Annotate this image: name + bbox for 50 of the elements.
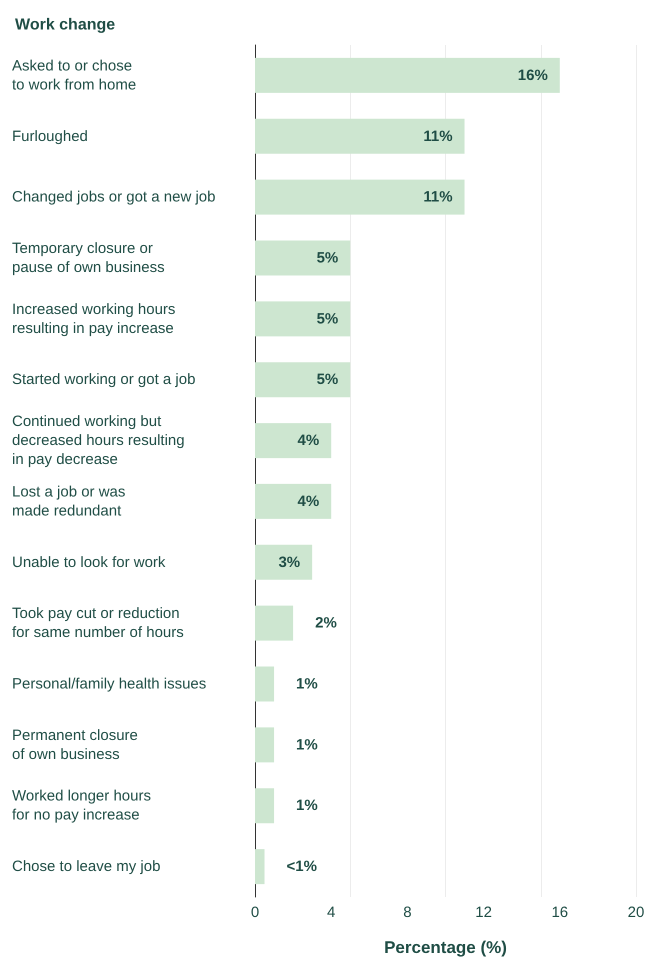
y-tick-label: Lost a job or was made redundant bbox=[12, 483, 126, 520]
y-tick-label: Temporary closure or pause of own business bbox=[12, 240, 165, 276]
data-label: 5% bbox=[316, 310, 338, 328]
x-tick-label: 8 bbox=[403, 904, 412, 921]
data-label: 5% bbox=[316, 250, 338, 266]
y-tick-label: Changed jobs or got a new job bbox=[12, 188, 216, 206]
x-tick-label: 16 bbox=[551, 904, 568, 921]
x-axis-title: Percentage (%) bbox=[384, 938, 507, 957]
x-tick-label: 12 bbox=[475, 904, 492, 921]
data-label: 1% bbox=[296, 797, 318, 814]
bar bbox=[255, 666, 274, 702]
bar bbox=[255, 849, 265, 884]
y-tick-label: Took pay cut or reduction for same number of hours bbox=[12, 605, 184, 642]
y-tick-label: Started working or got a job bbox=[12, 371, 196, 388]
data-label: 11% bbox=[423, 128, 453, 145]
data-label: 1% bbox=[296, 676, 318, 692]
bar bbox=[255, 423, 332, 458]
bar bbox=[255, 180, 465, 215]
data-label: 4% bbox=[298, 492, 320, 510]
bar bbox=[255, 362, 350, 398]
data-label: 11% bbox=[423, 188, 453, 206]
bar bbox=[255, 484, 332, 519]
bar bbox=[255, 240, 350, 276]
y-tick-label: Personal/family health issues bbox=[12, 676, 206, 692]
y-tick-label: Chose to leave my job bbox=[12, 858, 160, 876]
bar bbox=[255, 58, 560, 93]
data-label: <1% bbox=[286, 858, 317, 876]
text: Work change bbox=[15, 16, 116, 34]
x-tick-label: 4 bbox=[327, 904, 336, 921]
bar bbox=[255, 788, 274, 824]
data-label: 5% bbox=[316, 371, 338, 388]
y-tick-label: Furloughed bbox=[12, 128, 88, 145]
data-label: 16% bbox=[518, 66, 548, 84]
y-tick-label: Unable to look for work bbox=[12, 554, 166, 571]
y-tick-label: Increased working hours resulting in pay increase bbox=[12, 300, 176, 337]
data-label: 1% bbox=[296, 736, 318, 754]
bar bbox=[255, 544, 312, 580]
data-label: 3% bbox=[278, 554, 300, 571]
data-label: 4% bbox=[298, 432, 320, 450]
y-tick-label: Worked longer hours for no pay increase bbox=[12, 788, 151, 824]
y-tick-label: Permanent closure of own business bbox=[12, 726, 138, 763]
y-tick-label: Asked to or chose to work from home bbox=[12, 57, 136, 94]
bar bbox=[255, 727, 274, 762]
x-tick-label: 20 bbox=[628, 904, 644, 921]
data-label: 2% bbox=[315, 614, 337, 632]
y-tick-label: Continued working but decreased hours resulting in pay decrease bbox=[12, 413, 185, 468]
bar bbox=[255, 118, 465, 154]
bar bbox=[255, 606, 294, 641]
bar bbox=[255, 301, 350, 336]
x-tick-label: 0 bbox=[250, 904, 260, 921]
